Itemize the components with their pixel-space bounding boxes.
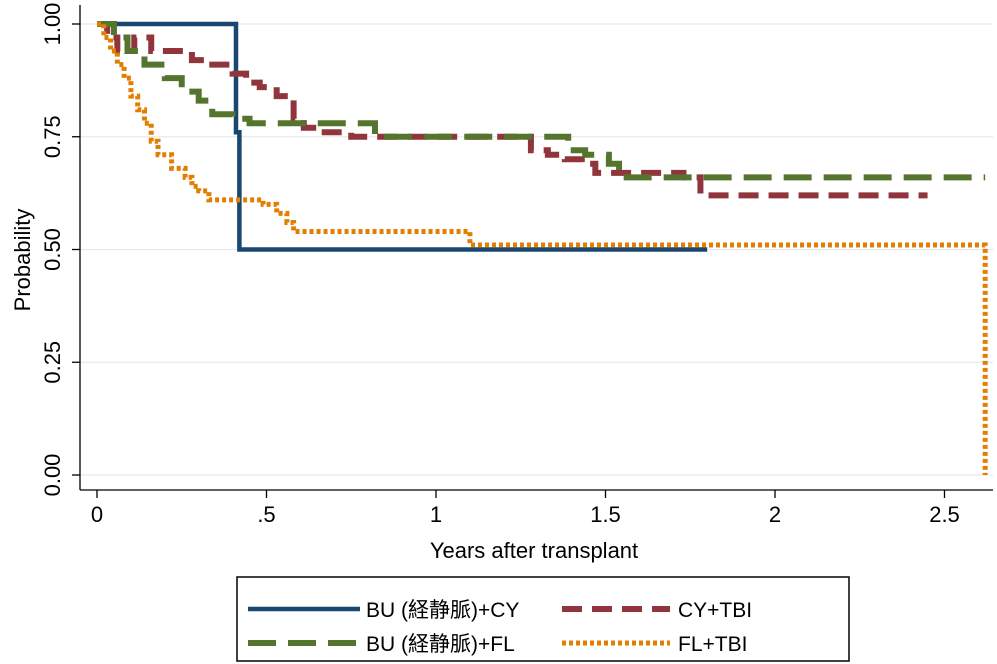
series-layer <box>97 21 988 475</box>
series-line-1 <box>97 21 708 252</box>
y-tick-label: 0.50 <box>40 228 65 271</box>
legend-label-4: FL+TBI <box>678 633 747 656</box>
ticks: 0 .5 1 1.5 2 2.5 0.00 0.25 0.50 0.75 1.00 <box>40 3 960 527</box>
x-tick-label: .5 <box>257 502 275 527</box>
x-axis-label: Years after transplant <box>430 538 638 563</box>
legend-label-2: CY+TBI <box>678 599 752 622</box>
legend: BU (経静脈)+CY CY+TBI BU (経静脈)+FL FL+TBI <box>236 576 850 662</box>
legend-label-3: BU (経静脈)+FL <box>366 633 515 656</box>
x-tick-label: 1 <box>430 502 442 527</box>
y-tick-label: 0.00 <box>40 454 65 497</box>
series-line-3 <box>97 21 986 181</box>
x-tick-label: 2 <box>769 502 781 527</box>
y-tick-label: 0.75 <box>40 115 65 158</box>
x-tick-label: 2.5 <box>929 502 960 527</box>
series-line-2 <box>97 21 928 199</box>
x-tick-label: 1.5 <box>590 502 621 527</box>
series-line-4 <box>97 21 988 475</box>
x-tick-label: 0 <box>91 502 103 527</box>
y-tick-label: 0.25 <box>40 341 65 384</box>
y-axis-label: Probability <box>10 209 35 312</box>
y-tick-label: 1.00 <box>40 3 65 46</box>
axes <box>79 5 993 491</box>
legend-box <box>236 576 850 662</box>
legend-label-1: BU (経静脈)+CY <box>366 599 519 622</box>
